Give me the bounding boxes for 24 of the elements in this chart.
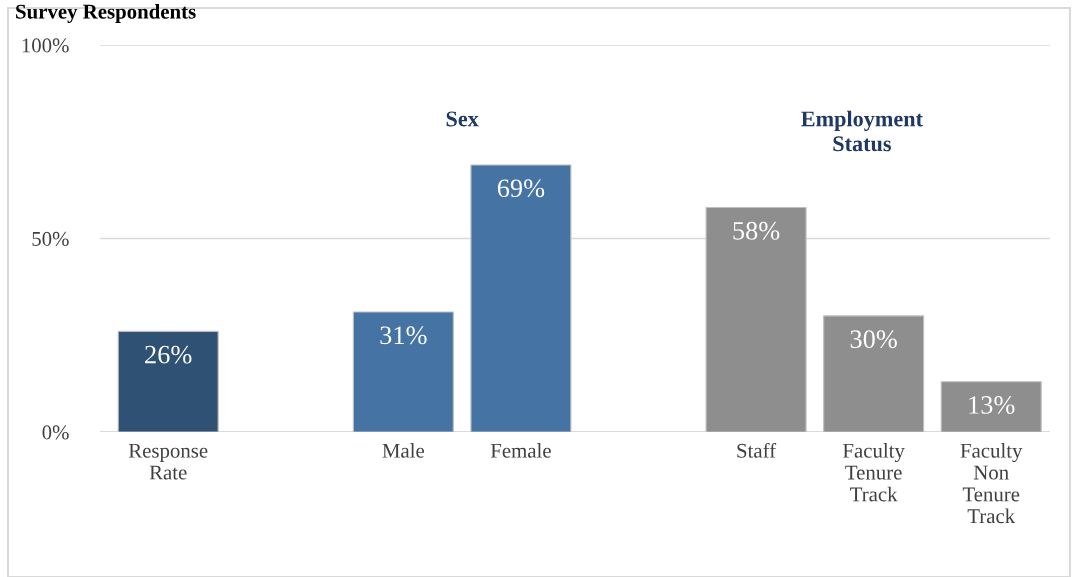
x-tick-label: Male bbox=[382, 443, 425, 458]
y-tick-label: 50% bbox=[32, 231, 69, 246]
y-tick-label: 100% bbox=[22, 38, 69, 53]
bar bbox=[470, 164, 572, 432]
x-tick-label: Faculty Non Tenure Track bbox=[960, 443, 1023, 524]
bar bbox=[823, 315, 925, 432]
x-tick-label: Female bbox=[490, 443, 551, 458]
x-tick-label: Response Rate bbox=[128, 443, 208, 480]
annotation: Sex bbox=[446, 111, 479, 127]
data-label: 13% bbox=[969, 396, 1015, 414]
data-label: 58% bbox=[733, 221, 780, 240]
data-label: 26% bbox=[145, 345, 192, 364]
bar bbox=[352, 311, 454, 432]
y-tick-label: 0% bbox=[42, 425, 69, 440]
data-label: 31% bbox=[380, 326, 427, 345]
x-tick-label: Faculty Tenure Track bbox=[842, 443, 905, 502]
bar bbox=[117, 330, 219, 432]
chart-title: Survey Respondents bbox=[16, 4, 196, 23]
data-label: 30% bbox=[850, 330, 897, 349]
data-label: 69% bbox=[497, 179, 545, 198]
bar bbox=[940, 381, 1042, 432]
x-tick-label: Staff bbox=[737, 442, 777, 458]
annotation: Employment Status bbox=[801, 110, 923, 152]
bar bbox=[705, 206, 807, 432]
